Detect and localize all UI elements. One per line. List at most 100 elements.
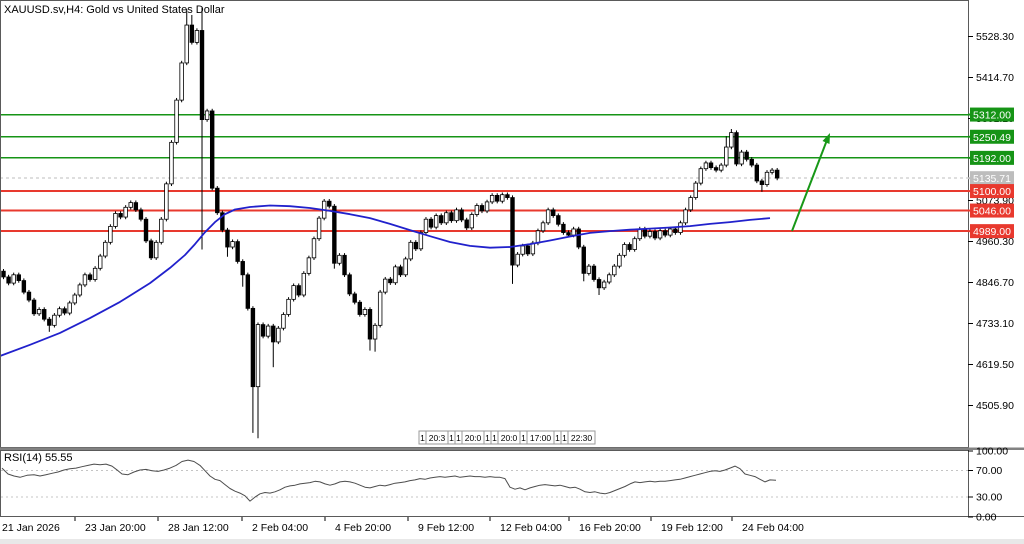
candle[interactable]	[194, 28, 200, 45]
candle[interactable]	[500, 192, 505, 204]
candle[interactable]	[515, 252, 520, 268]
candle[interactable]	[62, 306, 67, 316]
candle[interactable]	[612, 263, 617, 277]
candle[interactable]	[525, 243, 530, 257]
candle[interactable]	[372, 323, 378, 352]
candle[interactable]	[459, 207, 464, 223]
candle[interactable]	[87, 272, 93, 282]
candle[interactable]	[98, 253, 103, 271]
candle[interactable]	[240, 259, 245, 287]
candle[interactable]	[92, 266, 98, 282]
candle[interactable]	[428, 217, 434, 230]
candle[interactable]	[551, 207, 556, 218]
candle[interactable]	[357, 300, 362, 317]
candle[interactable]	[744, 149, 749, 162]
candle[interactable]	[108, 224, 113, 245]
candle[interactable]	[607, 272, 612, 285]
candle[interactable]	[291, 283, 296, 302]
candle[interactable]	[622, 242, 627, 258]
candle[interactable]	[469, 212, 474, 231]
candle[interactable]	[286, 297, 291, 317]
candle[interactable]	[281, 312, 286, 331]
candle[interactable]	[52, 313, 57, 328]
candle[interactable]	[724, 136, 729, 168]
candle[interactable]	[72, 292, 77, 306]
candle[interactable]	[652, 229, 658, 241]
candle[interactable]	[265, 323, 271, 339]
candle[interactable]	[561, 222, 566, 235]
candle[interactable]	[693, 180, 698, 200]
candle[interactable]	[393, 264, 398, 285]
candle[interactable]	[495, 193, 500, 204]
candle[interactable]	[729, 128, 734, 150]
candle[interactable]	[474, 203, 480, 217]
candle[interactable]	[403, 256, 408, 277]
candle[interactable]	[31, 297, 37, 316]
candle[interactable]	[235, 239, 240, 264]
candle[interactable]	[698, 166, 704, 186]
candle[interactable]	[510, 195, 515, 284]
candle[interactable]	[581, 244, 586, 282]
candle[interactable]	[138, 207, 144, 222]
candle[interactable]	[383, 276, 388, 295]
trend-arrow-line[interactable]	[791, 139, 828, 232]
candle[interactable]	[184, 9, 189, 66]
candle[interactable]	[11, 272, 16, 286]
candle[interactable]	[413, 240, 418, 251]
candle[interactable]	[439, 213, 444, 225]
candle[interactable]	[103, 240, 108, 259]
candle[interactable]	[586, 263, 592, 276]
candle[interactable]	[489, 193, 495, 205]
candle[interactable]	[250, 306, 256, 433]
candle[interactable]	[596, 277, 602, 296]
candle[interactable]	[759, 178, 765, 192]
candle[interactable]	[316, 215, 322, 241]
candle[interactable]	[57, 306, 62, 318]
candle[interactable]	[362, 307, 368, 317]
candle[interactable]	[601, 279, 607, 290]
candle[interactable]	[271, 323, 276, 368]
candle[interactable]	[352, 291, 357, 305]
candle[interactable]	[749, 157, 754, 168]
candle[interactable]	[82, 272, 88, 288]
candle[interactable]	[627, 242, 632, 252]
candle[interactable]	[703, 160, 709, 171]
candle[interactable]	[47, 317, 52, 332]
candle[interactable]	[449, 210, 454, 223]
candle[interactable]	[118, 211, 123, 220]
candle[interactable]	[67, 300, 72, 316]
candle[interactable]	[21, 278, 27, 295]
candle[interactable]	[1, 269, 6, 280]
candle[interactable]	[764, 170, 770, 187]
moving-average-line[interactable]	[0, 204, 771, 357]
candle[interactable]	[688, 195, 693, 213]
candle[interactable]	[245, 272, 251, 311]
candle[interactable]	[133, 200, 139, 213]
candle[interactable]	[179, 60, 184, 103]
candle[interactable]	[774, 167, 780, 181]
candle[interactable]	[113, 211, 118, 229]
candle[interactable]	[301, 271, 307, 298]
candle[interactable]	[199, 7, 205, 250]
candle[interactable]	[367, 307, 373, 351]
candle[interactable]	[708, 160, 714, 170]
candle[interactable]	[225, 227, 230, 257]
pane-separator[interactable]	[0, 447, 1024, 451]
candle[interactable]	[576, 226, 581, 250]
candle[interactable]	[398, 264, 403, 277]
candle[interactable]	[220, 210, 225, 233]
candle[interactable]	[143, 217, 149, 244]
candle[interactable]	[423, 217, 429, 235]
candle[interactable]	[174, 97, 179, 145]
candle[interactable]	[545, 207, 551, 225]
candle[interactable]	[505, 192, 510, 200]
candle[interactable]	[153, 240, 159, 261]
candle[interactable]	[734, 130, 739, 167]
candle[interactable]	[464, 217, 469, 231]
candle[interactable]	[673, 226, 678, 235]
candle[interactable]	[556, 213, 561, 227]
candle[interactable]	[683, 207, 688, 225]
candle[interactable]	[617, 253, 622, 269]
candle[interactable]	[255, 322, 261, 439]
candle[interactable]	[754, 162, 760, 184]
